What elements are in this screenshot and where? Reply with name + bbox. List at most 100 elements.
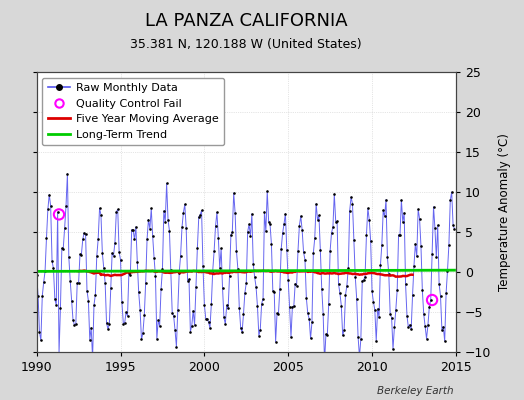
Point	[122, 309, 130, 315]
Point	[252, 284, 260, 290]
Point	[62, 202, 70, 209]
Point	[344, 265, 353, 271]
Point	[297, 213, 305, 219]
Point	[263, 188, 271, 194]
Point	[53, 209, 62, 215]
Point	[167, 267, 175, 274]
Point	[417, 243, 425, 249]
Point	[261, 228, 270, 234]
Point	[152, 335, 161, 342]
Point	[48, 258, 56, 264]
Point	[365, 216, 374, 223]
Point	[359, 277, 368, 283]
Point	[38, 293, 47, 299]
Point	[380, 213, 389, 220]
Point	[436, 293, 445, 299]
Point	[425, 303, 433, 310]
Point	[246, 233, 255, 239]
Point	[41, 268, 49, 274]
Point	[189, 308, 198, 314]
Point	[204, 319, 213, 325]
Point	[447, 189, 456, 195]
Point	[316, 247, 324, 253]
Point	[273, 310, 281, 316]
Point	[193, 245, 202, 251]
Point	[171, 327, 179, 333]
Point	[108, 250, 116, 256]
Point	[104, 326, 112, 332]
Point	[183, 278, 192, 284]
Point	[221, 321, 230, 327]
Point	[288, 303, 297, 310]
Point	[235, 304, 244, 311]
Point	[210, 248, 219, 254]
Point	[55, 350, 63, 356]
Point	[408, 292, 417, 298]
Point	[157, 286, 165, 292]
Point	[162, 180, 171, 186]
Point	[219, 284, 227, 291]
Point	[270, 289, 278, 295]
Point	[137, 336, 146, 343]
Point	[295, 222, 303, 229]
Point	[123, 313, 132, 319]
Point	[126, 272, 135, 279]
Point	[45, 191, 53, 198]
Point	[241, 290, 249, 296]
Point	[211, 223, 220, 229]
Point	[133, 259, 141, 265]
Point	[287, 334, 295, 340]
Point	[83, 287, 91, 294]
Point	[374, 306, 382, 312]
Point	[200, 301, 209, 308]
Point	[329, 224, 337, 230]
Point	[362, 232, 370, 238]
Point	[312, 200, 320, 207]
Point	[43, 206, 52, 213]
Point	[260, 209, 269, 215]
Point	[114, 206, 122, 213]
Point	[303, 310, 312, 317]
Point	[318, 286, 326, 292]
Point	[121, 320, 129, 326]
Point	[271, 338, 280, 345]
Point	[274, 311, 282, 318]
Point	[410, 263, 418, 269]
Point	[97, 212, 105, 218]
Point	[55, 211, 63, 218]
Point	[424, 322, 432, 328]
Point	[232, 248, 241, 255]
Point	[343, 282, 351, 289]
Point	[77, 251, 85, 258]
Point	[58, 245, 66, 252]
Point	[382, 196, 390, 203]
Point	[90, 302, 98, 308]
Point	[154, 317, 162, 323]
Point	[35, 329, 43, 335]
Point	[158, 266, 167, 273]
Point	[84, 298, 93, 304]
Point	[397, 197, 406, 203]
Point	[308, 319, 316, 325]
Point	[47, 203, 55, 209]
Point	[116, 257, 125, 263]
Point	[164, 216, 172, 223]
Point	[350, 237, 358, 244]
Point	[129, 226, 137, 233]
Point	[80, 230, 89, 236]
Point	[387, 314, 396, 321]
Point	[98, 250, 106, 256]
Point	[421, 323, 429, 330]
Point	[422, 336, 431, 342]
Point	[348, 201, 357, 207]
Point	[368, 288, 376, 294]
Point	[320, 359, 329, 365]
Point	[267, 241, 276, 248]
Point	[160, 208, 168, 214]
Point	[364, 205, 372, 212]
Point	[429, 204, 438, 210]
Point	[313, 217, 322, 223]
Text: Berkeley Earth: Berkeley Earth	[377, 386, 453, 396]
Point	[269, 288, 277, 294]
Point	[319, 310, 328, 317]
